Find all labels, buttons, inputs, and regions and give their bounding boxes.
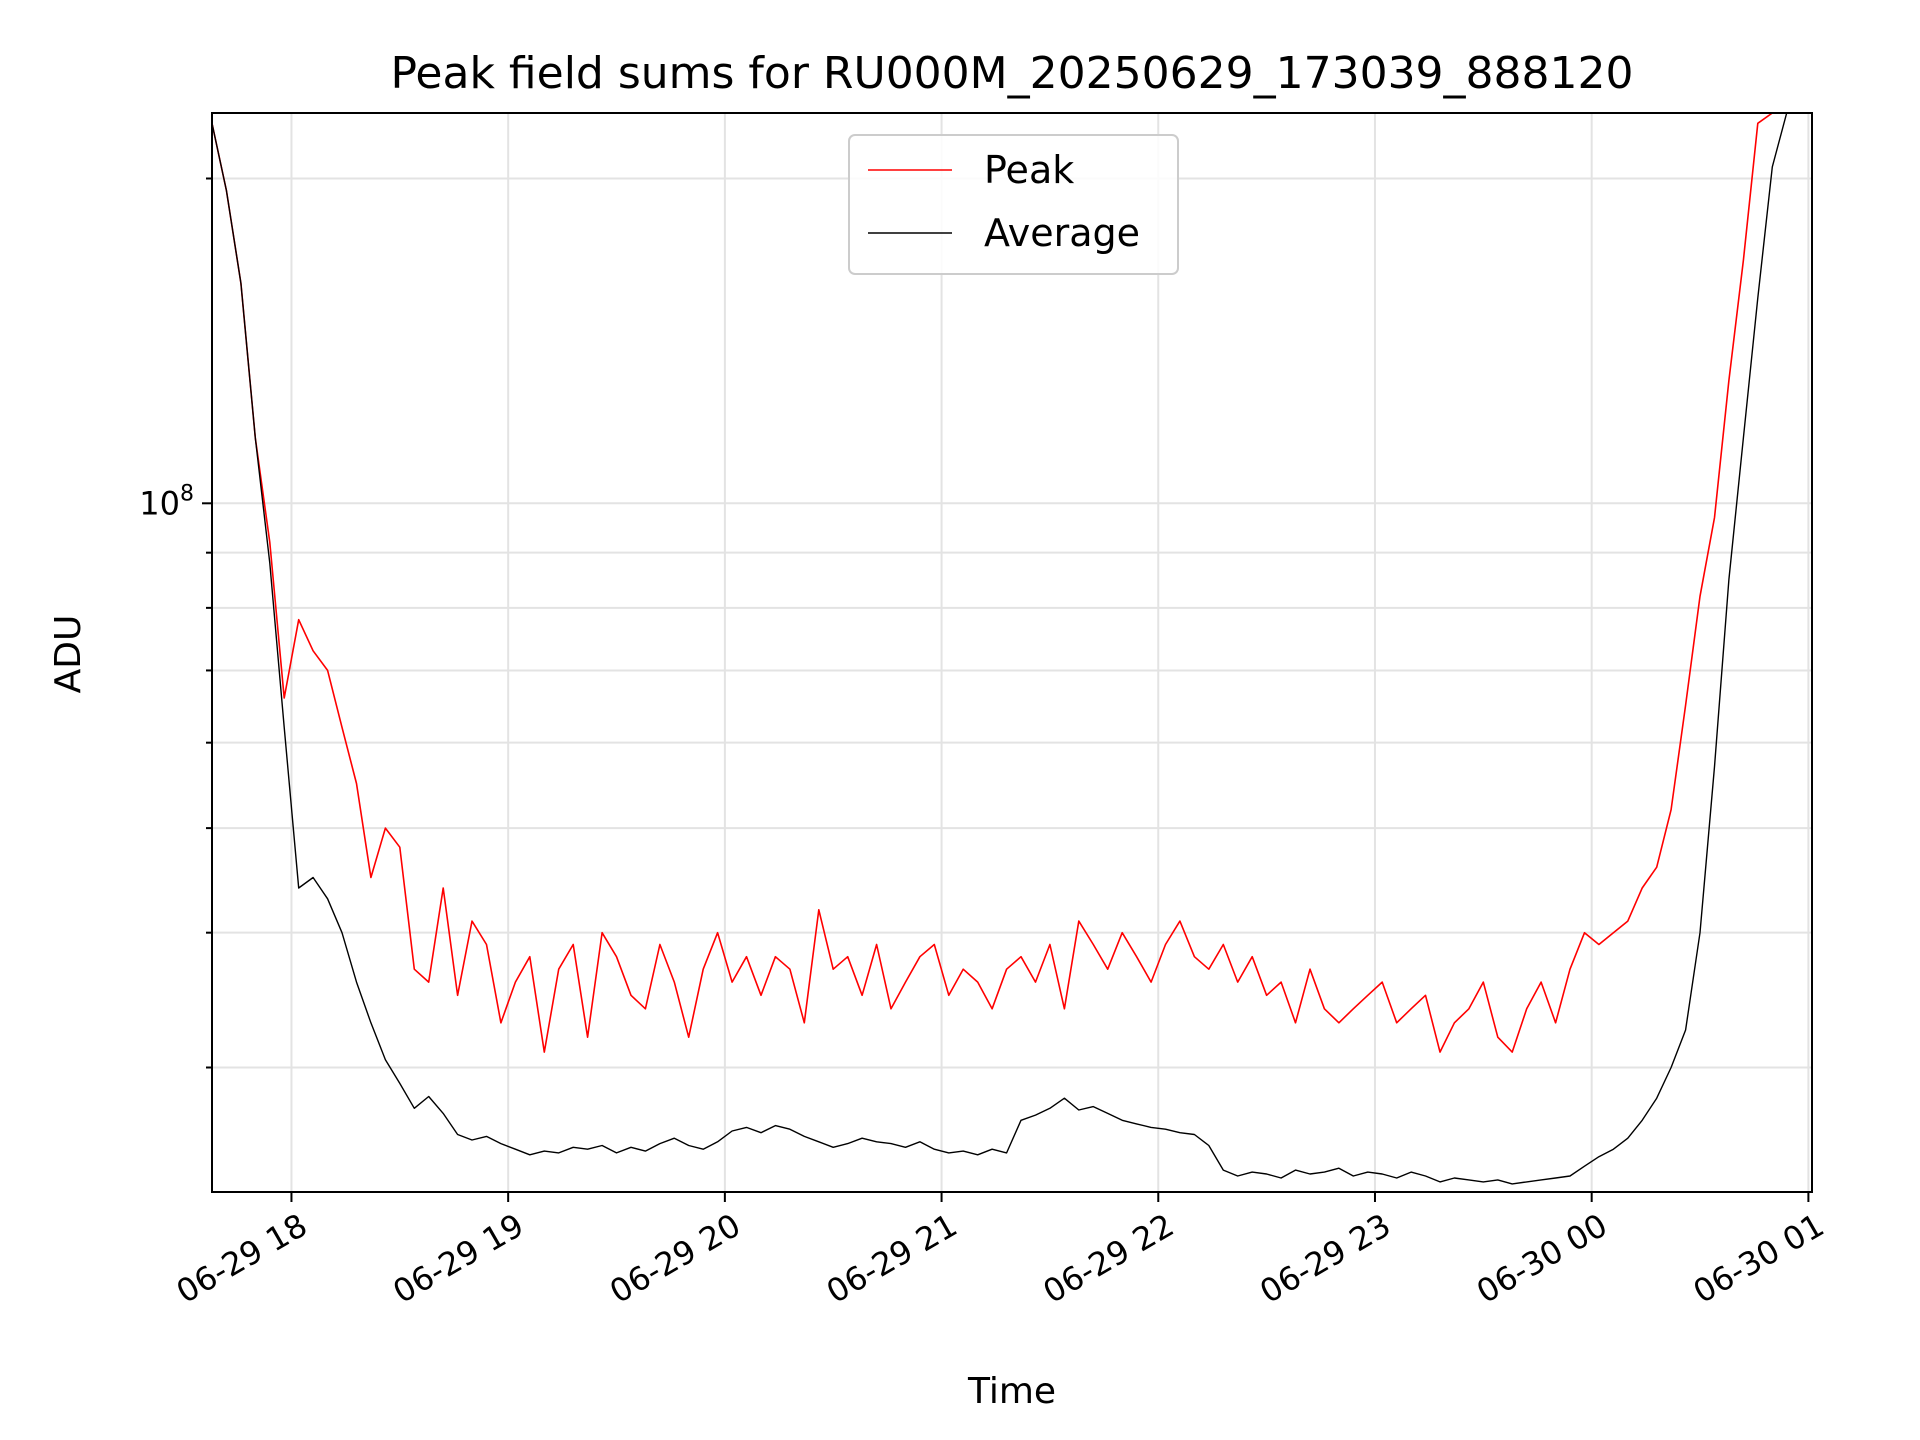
legend-label-average: Average (984, 211, 1140, 255)
chart-title: Peak field sums for RU000M_20250629_1730… (390, 48, 1633, 99)
series-layer (212, 113, 1802, 1185)
series-line-average (212, 113, 1802, 1185)
x-axis-label: Time (967, 1371, 1056, 1412)
series-line-peak (212, 113, 1802, 1053)
y-axis-label: ADU (48, 615, 89, 694)
grid (212, 113, 1812, 1192)
plot-frame (211, 112, 1813, 1193)
legend-label-peak: Peak (984, 148, 1074, 192)
y-tick-label: 108 (139, 481, 194, 522)
legend: Peak Average (848, 134, 1179, 275)
y-axis: 108 (139, 177, 212, 1069)
